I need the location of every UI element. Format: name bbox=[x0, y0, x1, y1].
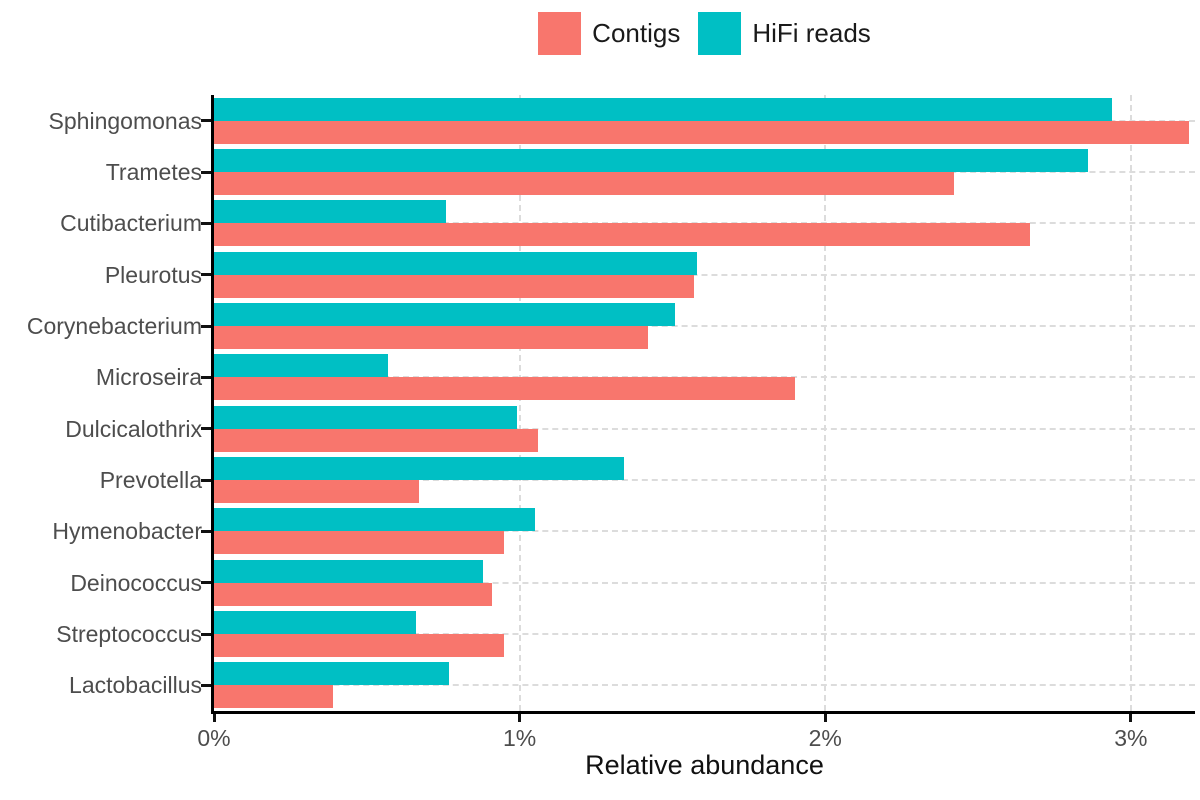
bar-contigs bbox=[214, 274, 694, 298]
bar-hifi-reads bbox=[214, 354, 389, 378]
legend-item-contigs: Contigs bbox=[538, 12, 680, 55]
x-tick-label: 0% bbox=[197, 725, 231, 751]
y-tick bbox=[201, 581, 211, 585]
x-tick bbox=[212, 714, 216, 722]
bar-contigs bbox=[214, 685, 334, 709]
y-tick bbox=[201, 375, 211, 379]
bar-hifi-reads bbox=[214, 405, 517, 429]
vertical-gridline bbox=[824, 95, 827, 711]
x-tick bbox=[823, 714, 827, 722]
category-label: Microseira bbox=[95, 364, 202, 391]
category-label: Sphingomonas bbox=[48, 107, 202, 134]
legend-item-hifi-reads: HiFi reads bbox=[698, 12, 871, 55]
bar-contigs bbox=[214, 325, 648, 349]
bar-contigs bbox=[214, 120, 1189, 144]
contigs-swatch-icon bbox=[538, 12, 582, 55]
legend: Contigs HiFi reads bbox=[214, 12, 1195, 55]
vertical-gridline bbox=[1129, 95, 1132, 711]
category-label: Corynebacterium bbox=[26, 313, 202, 339]
vertical-gridline bbox=[518, 95, 521, 711]
bar-contigs bbox=[214, 223, 1030, 247]
y-tick bbox=[201, 221, 211, 225]
category-label: Cutibacterium bbox=[60, 210, 202, 237]
horizontal-gridline bbox=[214, 684, 1195, 687]
y-tick bbox=[201, 119, 211, 123]
bar-contigs bbox=[214, 377, 795, 401]
horizontal-gridline bbox=[214, 273, 1195, 276]
legend-label-contigs: Contigs bbox=[592, 18, 681, 48]
horizontal-gridline bbox=[214, 479, 1195, 481]
bar-contigs bbox=[214, 582, 493, 606]
y-tick bbox=[201, 478, 211, 482]
x-tick bbox=[518, 714, 522, 722]
horizontal-gridline bbox=[214, 530, 1195, 533]
y-tick bbox=[201, 427, 211, 431]
bar-hifi-reads bbox=[214, 200, 447, 224]
x-tick-label: 3% bbox=[1114, 725, 1148, 751]
x-axis-title: Relative abundance bbox=[585, 750, 824, 780]
horizontal-gridline bbox=[214, 325, 1195, 327]
bar-hifi-reads bbox=[214, 662, 450, 686]
bar-hifi-reads bbox=[214, 610, 416, 634]
bar-hifi-reads bbox=[214, 97, 1113, 121]
x-tick bbox=[1129, 714, 1133, 722]
category-label: Trametes bbox=[105, 159, 202, 185]
category-label: Deinococcus bbox=[70, 569, 202, 596]
x-tick-label: 2% bbox=[808, 725, 842, 751]
hifi-reads-swatch-icon bbox=[698, 12, 742, 55]
horizontal-gridline bbox=[214, 581, 1195, 584]
y-axis-labels: Sphingomonas Trametes Cutibacterium Pleurot… bbox=[0, 95, 202, 711]
bar-hifi-reads bbox=[214, 456, 624, 480]
category-label: Streptococcus bbox=[56, 621, 202, 647]
plot-panel: 0% 1% 2% 3% bbox=[197, 95, 1195, 751]
bar-hifi-reads bbox=[214, 302, 676, 326]
category-label: Hymenobacter bbox=[52, 518, 202, 545]
bar-hifi-reads bbox=[214, 559, 483, 583]
bar-hifi-reads bbox=[214, 251, 697, 275]
y-tick bbox=[201, 273, 211, 277]
legend-label-hifi-reads: HiFi reads bbox=[752, 18, 871, 48]
category-label: Dulcicalothrix bbox=[65, 415, 202, 442]
category-label: Lactobacillus bbox=[69, 672, 202, 699]
bar-contigs bbox=[214, 428, 538, 452]
y-tick bbox=[201, 632, 211, 636]
bar-contigs bbox=[214, 531, 505, 555]
category-label: Prevotella bbox=[99, 467, 202, 493]
bar-contigs bbox=[214, 479, 419, 503]
y-tick bbox=[201, 529, 211, 533]
horizontal-gridline bbox=[214, 427, 1195, 430]
bar-hifi-reads bbox=[214, 508, 535, 532]
y-tick bbox=[201, 324, 211, 328]
y-tick bbox=[201, 683, 211, 687]
horizontal-gridline bbox=[214, 633, 1195, 635]
x-tick-label: 1% bbox=[502, 725, 537, 751]
bar-contigs bbox=[214, 171, 954, 195]
bar-contigs bbox=[214, 633, 505, 657]
y-tick bbox=[201, 170, 211, 174]
category-label: Pleurotus bbox=[104, 261, 202, 288]
bar-hifi-reads bbox=[214, 148, 1089, 172]
